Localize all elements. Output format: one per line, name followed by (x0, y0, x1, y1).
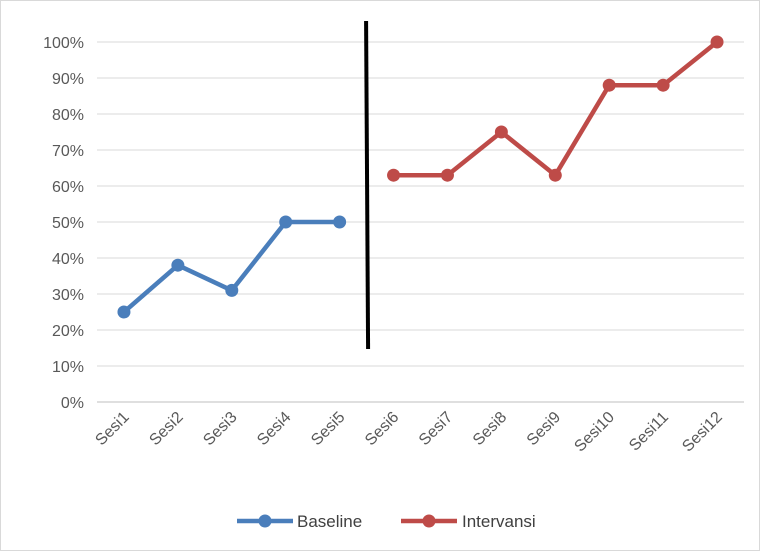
y-tick-label: 80% (52, 107, 84, 124)
legend-label-intervansi: Intervansi (462, 512, 536, 531)
legend-label-baseline: Baseline (297, 512, 362, 531)
x-tick-label: Sesi6 (362, 409, 402, 449)
data-point (548, 168, 562, 182)
data-point (440, 168, 454, 182)
data-point (333, 215, 347, 229)
x-tick-label: Sesi3 (200, 409, 240, 449)
y-tick-label: 60% (52, 179, 84, 196)
x-tick-label: Sesi2 (146, 409, 186, 449)
phase-divider-line (364, 20, 371, 350)
x-tick-label: Sesi9 (524, 409, 564, 449)
series-line-intervansi (391, 39, 720, 178)
data-point (494, 125, 508, 139)
data-point (117, 305, 131, 319)
x-tick-label: Sesi4 (254, 409, 294, 449)
data-point (225, 283, 239, 297)
x-tick-label: Sesi8 (470, 409, 510, 449)
x-tick-label: Sesi10 (571, 409, 618, 456)
y-tick-label: 0% (61, 395, 84, 412)
x-tick-label: Sesi7 (416, 409, 456, 449)
legend-marker-baseline (258, 514, 272, 528)
data-point (710, 35, 724, 49)
data-point (602, 78, 616, 92)
data-point (656, 78, 670, 92)
y-tick-label: 30% (52, 287, 84, 304)
y-tick-label: 90% (52, 71, 84, 88)
y-tick-label: 70% (52, 143, 84, 160)
series-line-baseline (121, 219, 342, 315)
y-tick-label: 50% (52, 215, 84, 232)
data-point (279, 215, 293, 229)
x-tick-label: Sesi5 (308, 409, 348, 449)
x-tick-label: Sesi12 (679, 409, 726, 456)
x-tick-label: Sesi1 (92, 409, 132, 449)
x-tick-label: Sesi11 (626, 409, 672, 455)
y-tick-label: 10% (52, 359, 84, 376)
legend-marker-intervansi (422, 514, 436, 528)
data-point (387, 168, 401, 182)
data-point (171, 258, 185, 272)
y-tick-label: 20% (52, 323, 84, 340)
y-tick-label: 40% (52, 251, 84, 268)
y-tick-label: 100% (43, 35, 84, 52)
